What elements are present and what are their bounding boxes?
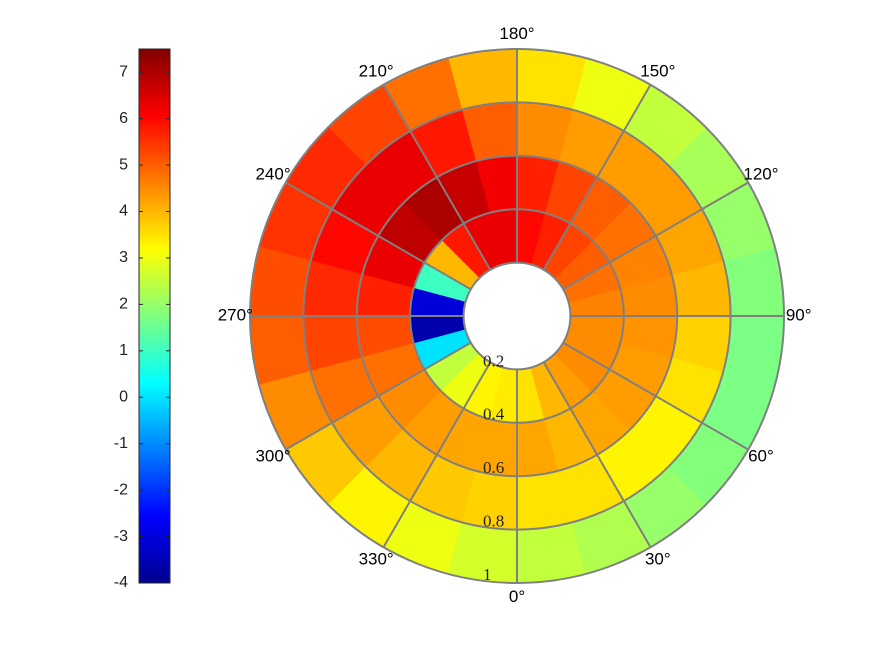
colorbar-tick-label: 4 (119, 203, 128, 220)
theta-tick-label: 90° (786, 305, 812, 324)
r-tick-label: 0.2 (483, 351, 504, 370)
colorbar-tick-label: 2 (119, 296, 128, 313)
theta-tick-label: 270° (218, 305, 253, 324)
grid-spoke (382, 361, 492, 548)
colorbar-tick-label: 1 (119, 342, 128, 359)
colorbar-tick-label: 0 (119, 388, 128, 405)
grid-spoke (382, 84, 492, 271)
grid-circle (462, 261, 572, 371)
colorbar-tick-label: -2 (114, 481, 128, 498)
grid-spoke (562, 181, 749, 291)
theta-tick-label: 60° (748, 446, 774, 465)
grid-spoke (542, 361, 652, 548)
colorbar-tick-label: -4 (114, 574, 128, 591)
grid-spoke (285, 341, 472, 451)
colorbar-tick-label: 5 (119, 156, 128, 173)
theta-tick-label: 180° (499, 24, 534, 43)
colorbar-gradient (138, 48, 171, 584)
colorbar: -4 -3 -2 -1 0 1 2 3 4 5 6 7 (114, 48, 171, 591)
theta-tick-label: 0° (509, 587, 525, 606)
colorbar-tick-label: 7 (119, 63, 128, 80)
colorbar-tick-label: 6 (119, 110, 128, 127)
r-tick-label: 0.6 (483, 458, 504, 477)
theta-tick-label: 150° (640, 62, 675, 81)
r-tick-label: 1 (483, 565, 492, 584)
grid-spoke (285, 181, 472, 291)
colorbar-tick-label: 3 (119, 249, 128, 266)
colorbar-tick-label: -1 (114, 435, 128, 452)
theta-tick-label: 330° (359, 549, 394, 568)
theta-tick-label: 210° (359, 62, 394, 81)
grid-spoke (542, 84, 652, 271)
grid-spoke (562, 341, 749, 451)
theta-tick-label: 300° (255, 446, 290, 465)
r-tick-label: 0.8 (483, 512, 504, 531)
theta-tick-label: 30° (645, 549, 671, 568)
colorbar-tick-label: -3 (114, 528, 128, 545)
r-tick-label: 0.4 (483, 405, 505, 424)
theta-tick-label: 240° (255, 165, 290, 184)
theta-tick-label: 120° (743, 165, 778, 184)
polar-grid (249, 48, 785, 584)
labels: 0.2 0.4 0.6 0.8 1 0° 30° 60° 90° 120° 150° 180° 210°… (218, 24, 812, 606)
